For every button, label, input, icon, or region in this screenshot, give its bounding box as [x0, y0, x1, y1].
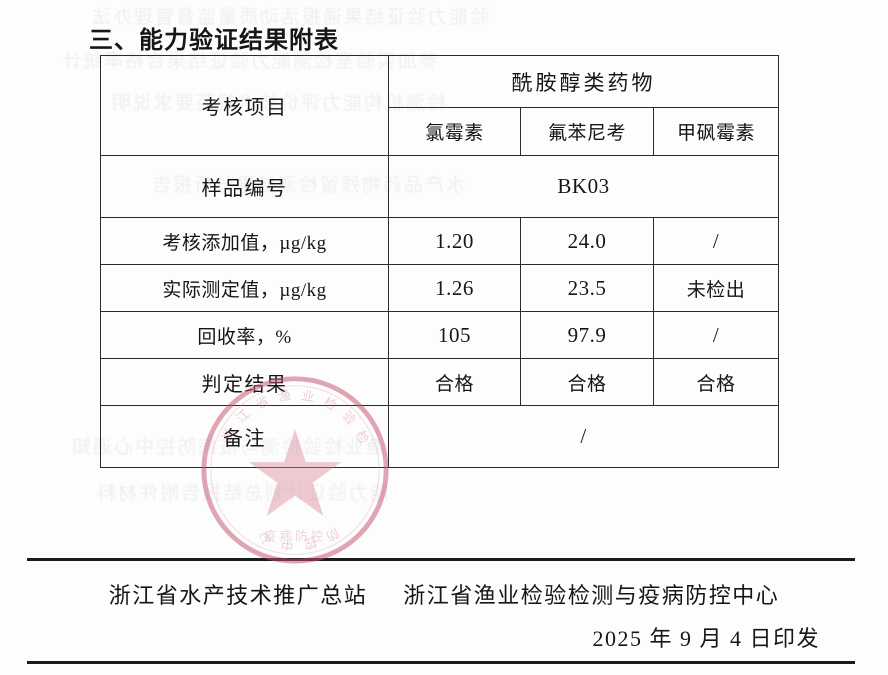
table-header-row-group: 考核项目 酰胺醇类药物	[100, 55, 780, 156]
header-cell-analyte-0: 氯霉素	[388, 107, 521, 156]
cell-spiked-1: 24.0	[520, 217, 654, 265]
table-header-row-analytes: 氯霉素 氟苯尼考 甲砜霉素	[101, 107, 780, 156]
row-label-spiked-value: 考核添加值，µg/kg	[100, 217, 389, 265]
cell-measured-0: 1.26	[388, 264, 521, 312]
cell-conclusion-1: 合格	[520, 358, 654, 406]
footer-issue-date: 2025 年 9 月 4 日印发	[592, 626, 820, 651]
cell-spiked-2: /	[652, 217, 780, 265]
section-heading: 三、能力验证结果附表	[89, 26, 339, 54]
cell-sample-id-value: BK03	[387, 155, 780, 218]
footer-org-left: 浙江省水产技术推广总站	[108, 583, 368, 608]
cell-recovery-1: 97.9	[520, 311, 654, 359]
table-row: 判定结果 合格 合格 合格	[100, 358, 780, 406]
cell-recovery-2: /	[652, 311, 780, 359]
row-label-recovery-rate: 回收率，%	[100, 311, 389, 359]
header-cell-analyte-1: 氟苯尼考	[520, 107, 654, 156]
row-label-remarks: 备注	[100, 405, 389, 468]
cell-measured-2: 未检出	[652, 264, 780, 312]
cell-conclusion-0: 合格	[388, 358, 521, 406]
footer-rule-top	[27, 558, 855, 561]
footer-issuing-organizations: 浙江省水产技术推广总站 浙江省渔业检验检测与疫病防控中心	[0, 578, 888, 610]
table-row: 考核添加值，µg/kg 1.20 24.0 /	[100, 217, 780, 265]
header-cell-analyte-group: 酰胺醇类药物	[387, 55, 780, 108]
table-row: 回收率，% 105 97.9 /	[100, 311, 780, 359]
footer-org-right: 浙江省渔业检验检测与疫病防控中心	[403, 583, 780, 608]
capability-verification-table: 考核项目 酰胺醇类药物 氯霉素 氟苯尼考 甲砜霉素 样品编号 BK03 考核添加…	[100, 55, 780, 468]
row-label-measured-value: 实际测定值，µg/kg	[100, 264, 389, 312]
table-row: 备注 /	[100, 405, 780, 468]
header-cell-analyte-2: 甲砜霉素	[652, 107, 780, 156]
row-label-sample-id: 样品编号	[100, 155, 389, 218]
cell-measured-1: 23.5	[520, 264, 654, 312]
header-cell-item: 考核项目	[100, 55, 389, 156]
table-row: 实际测定值，µg/kg 1.26 23.5 未检出	[100, 264, 780, 312]
cell-recovery-0: 105	[388, 311, 521, 359]
cell-conclusion-2: 合格	[652, 358, 780, 406]
cell-remarks-value: /	[387, 405, 780, 468]
table-row: 样品编号 BK03	[100, 155, 780, 218]
footer-rule-bottom	[27, 661, 855, 664]
cell-spiked-0: 1.20	[388, 217, 521, 265]
row-label-conclusion: 判定结果	[100, 358, 389, 406]
